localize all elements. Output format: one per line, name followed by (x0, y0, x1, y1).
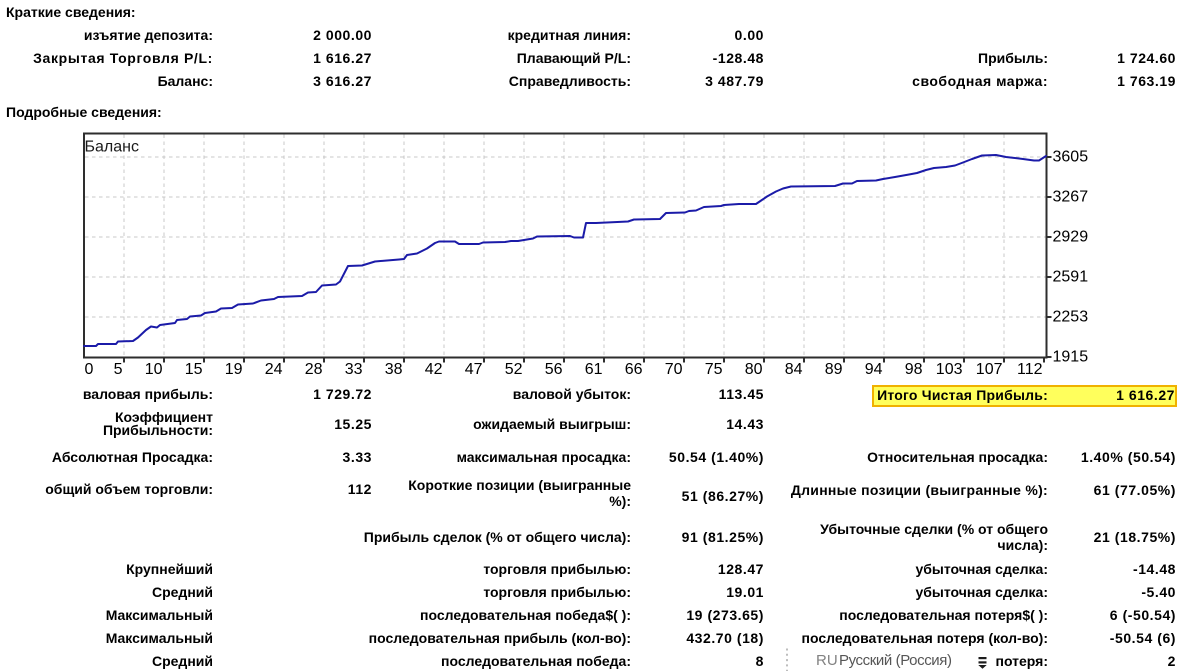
svg-text:61: 61 (585, 361, 603, 378)
svg-text:98: 98 (905, 361, 923, 378)
svg-text:84: 84 (785, 361, 803, 378)
svg-text:38: 38 (385, 361, 403, 378)
svg-text:Баланс: Баланс (85, 139, 139, 156)
svg-text:2929: 2929 (1053, 229, 1089, 246)
svg-text:19: 19 (225, 361, 243, 378)
svg-text:80: 80 (745, 361, 763, 378)
svg-text:10: 10 (145, 361, 163, 378)
svg-text:112: 112 (1017, 361, 1043, 378)
svg-text:52: 52 (505, 361, 523, 378)
svg-text:107: 107 (976, 361, 1003, 378)
svg-text:1915: 1915 (1053, 349, 1089, 366)
svg-text:33: 33 (345, 361, 363, 378)
svg-text:3267: 3267 (1053, 189, 1089, 206)
svg-text:0: 0 (85, 361, 94, 378)
svg-text:47: 47 (465, 361, 483, 378)
svg-text:24: 24 (265, 361, 283, 378)
svg-text:70: 70 (665, 361, 683, 378)
svg-text:15: 15 (185, 361, 203, 378)
svg-text:3605: 3605 (1053, 149, 1089, 166)
svg-text:42: 42 (425, 361, 443, 378)
svg-text:2253: 2253 (1053, 309, 1089, 326)
svg-text:89: 89 (825, 361, 843, 378)
svg-text:66: 66 (625, 361, 643, 378)
svg-text:2591: 2591 (1053, 269, 1089, 286)
svg-text:28: 28 (305, 361, 323, 378)
svg-text:75: 75 (705, 361, 723, 378)
svg-text:56: 56 (545, 361, 563, 378)
svg-text:103: 103 (936, 361, 963, 378)
svg-text:5: 5 (114, 361, 123, 378)
svg-text:94: 94 (865, 361, 883, 378)
